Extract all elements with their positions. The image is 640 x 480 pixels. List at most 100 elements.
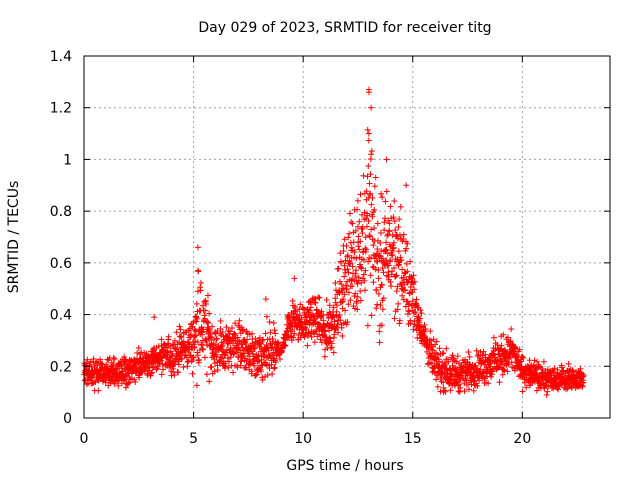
- data-point: [321, 353, 328, 360]
- data-point: [239, 327, 246, 334]
- data-point: [343, 242, 350, 249]
- data-point: [335, 265, 342, 272]
- data-point: [371, 183, 378, 190]
- data-point: [267, 329, 274, 336]
- y-tick-label: 0: [63, 411, 72, 427]
- data-point: [403, 182, 410, 189]
- data-point: [318, 308, 325, 315]
- data-point: [374, 258, 381, 265]
- data-point: [291, 275, 298, 282]
- data-point: [367, 190, 374, 197]
- data-point: [369, 213, 376, 220]
- chart-title: Day 029 of 2023, SRMTID for receiver tit…: [198, 20, 491, 36]
- data-point: [363, 223, 370, 230]
- data-point: [366, 233, 373, 240]
- data-point: [204, 292, 211, 299]
- data-point: [394, 235, 401, 242]
- data-point: [217, 325, 224, 332]
- data-point: [222, 360, 229, 367]
- data-point: [371, 225, 378, 232]
- data-point: [187, 331, 194, 338]
- data-point: [331, 318, 338, 325]
- data-point: [208, 334, 215, 341]
- data-point: [430, 336, 437, 343]
- data-point: [368, 151, 375, 158]
- data-point: [383, 246, 390, 253]
- data-point: [370, 279, 377, 286]
- data-point: [202, 307, 209, 314]
- data-point: [520, 355, 527, 362]
- data-point: [366, 180, 373, 187]
- data-point: [199, 302, 206, 309]
- data-point: [236, 317, 243, 324]
- data-point: [367, 272, 374, 279]
- data-point: [427, 328, 434, 335]
- data-point: [88, 367, 95, 374]
- data-point: [315, 294, 322, 301]
- data-point: [346, 230, 353, 237]
- data-point: [332, 280, 339, 287]
- data-point: [194, 244, 201, 251]
- data-point: [206, 378, 213, 385]
- data-point: [385, 217, 392, 224]
- data-point: [416, 315, 423, 322]
- data-point: [356, 218, 363, 225]
- data-point: [378, 190, 385, 197]
- data-point: [203, 301, 210, 308]
- data-point: [391, 265, 398, 272]
- data-point: [286, 313, 293, 320]
- data-point: [239, 344, 246, 351]
- data-point: [338, 324, 345, 331]
- data-point: [393, 272, 400, 279]
- data-points: [81, 86, 587, 398]
- data-point: [385, 262, 392, 269]
- data-point: [271, 365, 278, 372]
- data-point: [213, 335, 220, 342]
- data-point: [386, 228, 393, 235]
- data-point: [338, 299, 345, 306]
- data-point: [198, 341, 205, 348]
- data-point: [297, 301, 304, 308]
- data-point: [355, 243, 362, 250]
- data-point: [543, 391, 550, 398]
- data-point: [357, 288, 364, 295]
- data-point: [180, 338, 187, 345]
- data-point: [422, 325, 429, 332]
- data-point: [208, 363, 215, 370]
- data-point: [344, 319, 351, 326]
- data-point: [393, 231, 400, 238]
- data-point: [341, 291, 348, 298]
- data-point: [384, 250, 391, 257]
- data-point: [297, 334, 304, 341]
- data-point: [114, 378, 121, 385]
- data-point: [242, 340, 249, 347]
- data-point: [311, 339, 318, 346]
- data-point: [519, 353, 526, 360]
- x-axis-label: GPS time / hours: [286, 458, 403, 474]
- data-point: [457, 384, 464, 391]
- data-point: [358, 265, 365, 272]
- data-point: [234, 334, 241, 341]
- data-point: [164, 349, 171, 356]
- data-point: [400, 235, 407, 242]
- data-point: [357, 191, 364, 198]
- data-point: [402, 286, 409, 293]
- data-point: [370, 242, 377, 249]
- data-point: [226, 358, 233, 365]
- data-point: [529, 380, 536, 387]
- data-point: [433, 338, 440, 345]
- data-point: [505, 361, 512, 368]
- data-point: [443, 345, 450, 352]
- data-point: [362, 245, 369, 252]
- data-point: [342, 257, 349, 264]
- data-point: [194, 315, 201, 322]
- data-point: [361, 277, 368, 284]
- data-point: [312, 299, 319, 306]
- data-point: [362, 267, 369, 274]
- data-point: [201, 315, 208, 322]
- data-point: [501, 367, 508, 374]
- data-point: [191, 326, 198, 333]
- data-point: [376, 253, 383, 260]
- data-point: [353, 300, 360, 307]
- data-point: [363, 246, 370, 253]
